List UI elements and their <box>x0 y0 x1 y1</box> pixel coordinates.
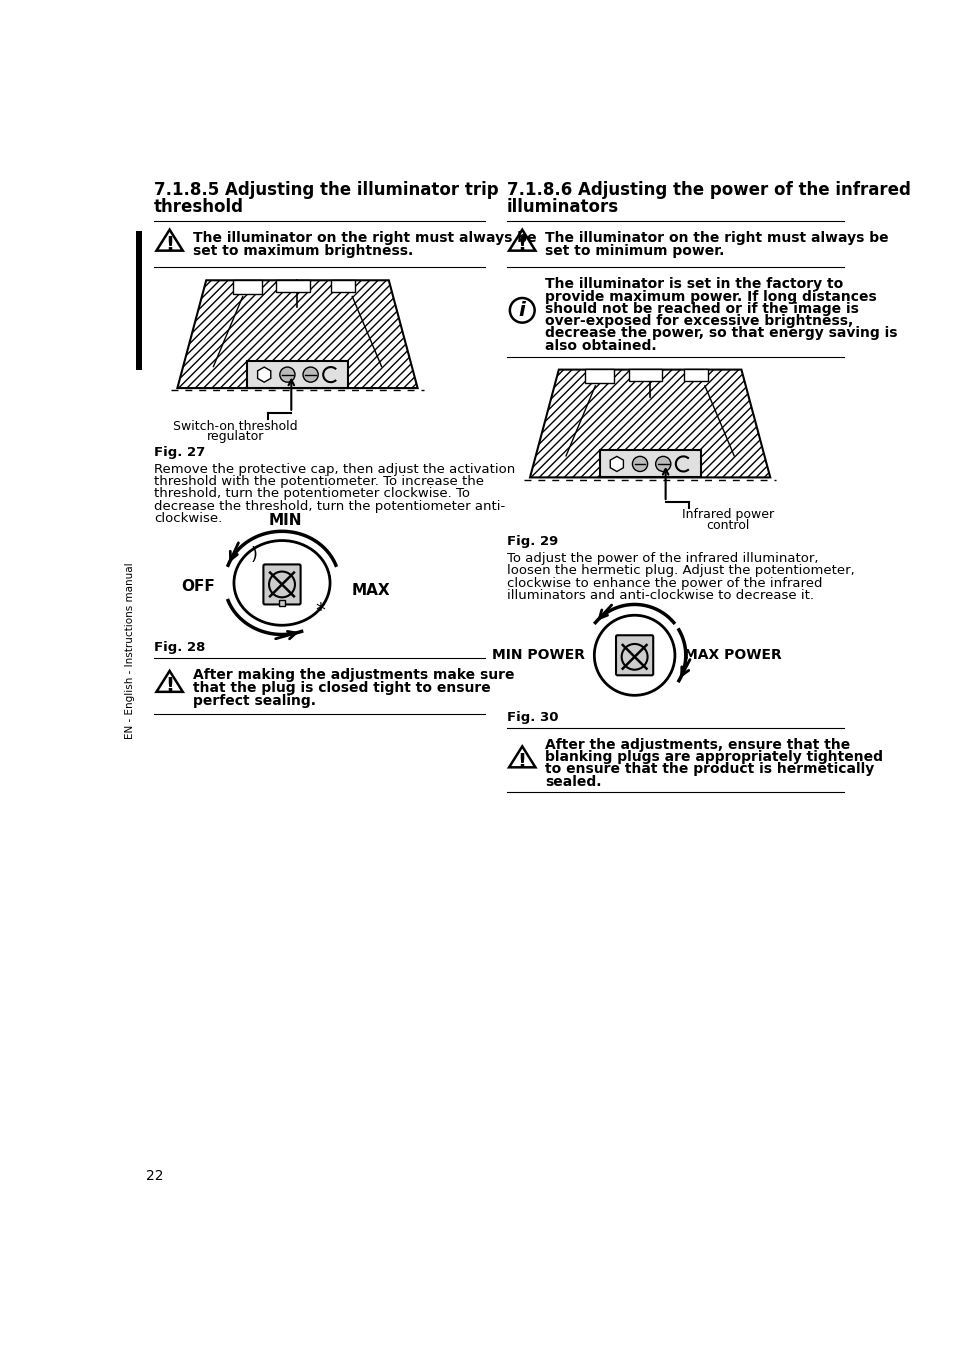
FancyBboxPatch shape <box>585 368 614 383</box>
Text: 7.1.8.6 Adjusting the power of the infrared: 7.1.8.6 Adjusting the power of the infra… <box>506 181 910 199</box>
Text: OFF: OFF <box>181 580 214 594</box>
FancyBboxPatch shape <box>276 279 310 292</box>
Text: threshold with the potentiometer. To increase the: threshold with the potentiometer. To inc… <box>154 475 483 487</box>
Text: loosen the hermetic plug. Adjust the potentiometer,: loosen the hermetic plug. Adjust the pot… <box>506 565 854 577</box>
Text: illuminators: illuminators <box>506 198 618 215</box>
Text: clockwise to enhance the power of the infrared: clockwise to enhance the power of the in… <box>506 577 821 590</box>
Text: Fig. 27: Fig. 27 <box>154 445 205 459</box>
Text: !: ! <box>517 751 526 770</box>
Text: Switch-on threshold: Switch-on threshold <box>173 421 297 433</box>
Text: control: control <box>705 519 748 532</box>
Polygon shape <box>257 367 271 382</box>
Text: After the adjustments, ensure that the: After the adjustments, ensure that the <box>545 738 850 751</box>
FancyBboxPatch shape <box>616 635 653 676</box>
Text: EN - English - Instructions manual: EN - English - Instructions manual <box>125 562 135 739</box>
FancyBboxPatch shape <box>233 279 261 294</box>
Ellipse shape <box>594 615 674 696</box>
Text: The illuminator on the right must always be: The illuminator on the right must always… <box>545 232 888 245</box>
Circle shape <box>279 367 294 382</box>
Text: should not be reached or if the image is: should not be reached or if the image is <box>545 302 859 315</box>
Text: provide maximum power. If long distances: provide maximum power. If long distances <box>545 290 877 303</box>
Text: decrease the power, so that energy saving is: decrease the power, so that energy savin… <box>545 326 897 340</box>
Text: threshold, turn the potentiometer clockwise. To: threshold, turn the potentiometer clockw… <box>154 487 470 501</box>
Text: set to minimum power.: set to minimum power. <box>545 244 724 259</box>
Text: threshold: threshold <box>154 198 244 215</box>
Text: Remove the protective cap, then adjust the activation: Remove the protective cap, then adjust t… <box>154 463 515 475</box>
FancyBboxPatch shape <box>331 279 355 292</box>
Polygon shape <box>177 280 417 389</box>
Circle shape <box>655 456 670 471</box>
Text: clockwise.: clockwise. <box>154 512 222 525</box>
Polygon shape <box>530 370 769 478</box>
Text: illuminators and anti-clockwise to decrease it.: illuminators and anti-clockwise to decre… <box>506 589 813 603</box>
Circle shape <box>632 456 647 471</box>
Text: 22: 22 <box>146 1170 164 1183</box>
Text: i: i <box>518 301 525 320</box>
Text: MIN: MIN <box>269 513 302 528</box>
FancyBboxPatch shape <box>599 451 700 478</box>
FancyBboxPatch shape <box>628 368 661 382</box>
Polygon shape <box>610 456 622 471</box>
Text: To adjust the power of the infrared illuminator,: To adjust the power of the infrared illu… <box>506 552 818 565</box>
Text: MAX POWER: MAX POWER <box>683 649 781 662</box>
Text: !: ! <box>165 236 174 255</box>
Text: sealed.: sealed. <box>545 774 601 788</box>
Text: over-exposed for excessive brightness,: over-exposed for excessive brightness, <box>545 314 853 328</box>
Circle shape <box>303 367 318 382</box>
Text: Fig. 30: Fig. 30 <box>506 711 558 724</box>
Text: Infrared power: Infrared power <box>680 508 773 521</box>
Text: blanking plugs are appropriately tightened: blanking plugs are appropriately tighten… <box>545 750 882 764</box>
FancyBboxPatch shape <box>136 232 142 370</box>
Text: After making the adjustments make sure: After making the adjustments make sure <box>193 668 514 681</box>
Text: that the plug is closed tight to ensure: that the plug is closed tight to ensure <box>193 681 490 695</box>
Ellipse shape <box>233 540 330 626</box>
Text: Fig. 28: Fig. 28 <box>154 640 205 654</box>
Text: regulator: regulator <box>207 431 264 444</box>
Text: MIN POWER: MIN POWER <box>492 649 584 662</box>
FancyBboxPatch shape <box>683 368 707 382</box>
Text: !: ! <box>165 677 174 696</box>
Text: set to maximum brightness.: set to maximum brightness. <box>193 244 413 259</box>
Text: !: ! <box>517 236 526 255</box>
Text: to ensure that the product is hermetically: to ensure that the product is hermetical… <box>545 762 874 776</box>
Text: also obtained.: also obtained. <box>545 338 657 353</box>
Text: decrease the threshold, turn the potentiometer anti-: decrease the threshold, turn the potenti… <box>154 500 505 513</box>
Text: perfect sealing.: perfect sealing. <box>193 693 315 708</box>
Text: MAX: MAX <box>352 584 390 598</box>
Text: *: * <box>315 601 325 620</box>
FancyBboxPatch shape <box>247 362 348 389</box>
Text: Fig. 29: Fig. 29 <box>506 535 558 548</box>
Text: The illuminator is set in the factory to: The illuminator is set in the factory to <box>545 278 842 291</box>
FancyBboxPatch shape <box>263 565 300 604</box>
Text: ): ) <box>251 547 257 565</box>
Text: The illuminator on the right must always be: The illuminator on the right must always… <box>193 232 536 245</box>
Text: 7.1.8.5 Adjusting the illuminator trip: 7.1.8.5 Adjusting the illuminator trip <box>154 181 498 199</box>
FancyBboxPatch shape <box>278 600 285 607</box>
